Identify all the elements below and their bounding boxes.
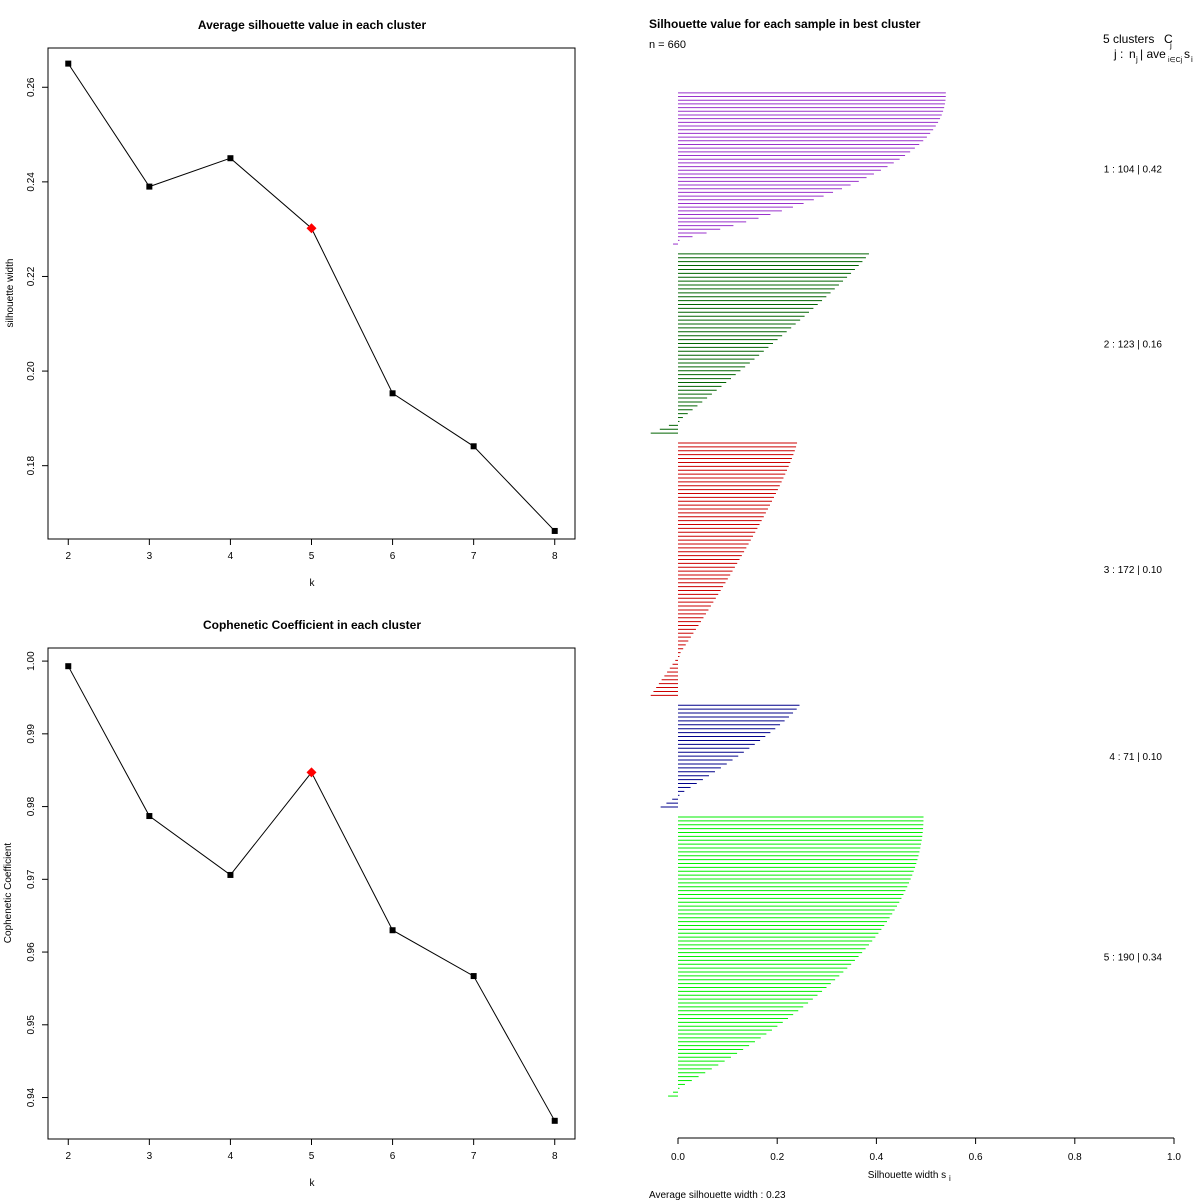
chart1-frame	[47, 47, 576, 540]
chart1-title: Average silhouette value in each cluster	[198, 18, 427, 32]
cophenetic-line-chart: Cophenetic Coefficient in each cluster k…	[3, 618, 576, 1189]
x-tick-label: 4	[228, 1151, 234, 1162]
x-tick-label: 7	[471, 551, 477, 562]
x-tick-label: 0.4	[869, 1152, 883, 1163]
header-n: n	[1129, 47, 1136, 61]
chart1-xlabel: k	[310, 578, 316, 589]
x-tick-label: 5	[309, 1151, 315, 1162]
x-tick-label: 0.8	[1068, 1152, 1082, 1163]
x-tick-label: 8	[552, 551, 558, 562]
y-tick-label: 0.96	[26, 942, 37, 962]
x-tick-label: 2	[65, 551, 71, 562]
x-tick-label: 8	[552, 1151, 558, 1162]
x-tick-label: 5	[309, 551, 315, 562]
header-clusters: 5 clusters	[1103, 32, 1154, 46]
cluster-legend-header: 5 clusters C j j : n j | ave i∈Cj s i	[1103, 32, 1193, 64]
header-s: s	[1184, 47, 1190, 61]
header-cj: C	[1164, 32, 1173, 46]
series-line	[67, 63, 556, 532]
header-ave-sub: i∈Cj	[1168, 57, 1183, 64]
data-point	[146, 813, 153, 820]
sample-count: n = 660	[649, 39, 686, 51]
header-s-sub: i	[1191, 55, 1193, 64]
cluster-4-bars	[660, 704, 800, 808]
header-j: j :	[1113, 47, 1123, 61]
cluster-2-bars	[650, 253, 869, 434]
cluster-1-bars	[673, 92, 946, 245]
header-ave: | ave	[1140, 47, 1166, 61]
y-tick-label: 0.26	[26, 77, 37, 97]
y-tick-label: 0.99	[26, 724, 37, 744]
silhouette-line-chart: Average silhouette value in each cluster…	[5, 18, 576, 589]
y-tick-label: 0.24	[26, 172, 37, 192]
data-point	[389, 927, 396, 934]
y-tick-label: 0.20	[26, 361, 37, 381]
chart3-xlabel: Silhouette width s	[868, 1170, 946, 1181]
x-tick-label: 6	[390, 1151, 396, 1162]
data-point	[389, 390, 396, 397]
x-tick-label: 4	[228, 551, 234, 562]
data-point	[146, 183, 153, 190]
data-point	[470, 973, 477, 980]
data-point	[227, 155, 234, 162]
y-tick-label: 0.98	[26, 796, 37, 816]
best-k-point	[306, 767, 317, 778]
x-tick-label: 1.0	[1167, 1152, 1181, 1163]
series-line	[67, 665, 556, 1122]
chart3-xlabel-sub: i	[949, 1174, 951, 1183]
cluster-5-label: 5 : 190 | 0.34	[1104, 953, 1163, 964]
y-tick-label: 0.97	[26, 869, 37, 889]
data-point	[65, 663, 72, 670]
data-point	[470, 443, 477, 450]
cluster-4-label: 4 : 71 | 0.10	[1109, 752, 1162, 763]
chart2-frame	[47, 647, 576, 1140]
cluster-3-label: 3 : 172 | 0.10	[1104, 565, 1163, 576]
chart2-xlabel: k	[310, 1178, 316, 1189]
header-n-sub: j	[1135, 55, 1138, 64]
cluster-3-bars	[650, 442, 798, 696]
y-tick-label: 0.95	[26, 1015, 37, 1035]
x-tick-label: 0.2	[770, 1152, 784, 1163]
data-point	[227, 871, 234, 878]
x-tick-label: 3	[147, 1151, 153, 1162]
x-tick-label: 3	[147, 551, 153, 562]
data-point	[65, 60, 72, 67]
chart2-ylabel: Cophenetic Coefficient	[3, 843, 14, 944]
x-tick-label: 6	[390, 551, 396, 562]
cluster-1-label: 1 : 104 | 0.42	[1104, 164, 1163, 175]
chart1-ylabel: silhouette width	[5, 259, 16, 328]
chart2-title: Cophenetic Coefficient in each cluster	[203, 618, 421, 632]
x-tick-label: 2	[65, 1151, 71, 1162]
y-tick-label: 0.94	[26, 1087, 37, 1107]
chart3-title: Silhouette value for each sample in best…	[649, 17, 921, 31]
data-point	[551, 527, 558, 534]
silhouette-bar-chart: Silhouette value for each sample in best…	[649, 17, 1193, 1200]
average-silhouette-width: Average silhouette width : 0.23	[649, 1190, 786, 1200]
x-tick-label: 0.0	[671, 1152, 685, 1163]
best-k-point	[306, 223, 317, 234]
x-tick-label: 7	[471, 1151, 477, 1162]
y-tick-label: 0.22	[26, 266, 37, 286]
x-tick-label: 0.6	[969, 1152, 983, 1163]
y-tick-label: 1.00	[26, 651, 37, 671]
data-point	[551, 1117, 558, 1124]
header-cj-sub: j	[1169, 41, 1172, 50]
cluster-2-label: 2 : 123 | 0.16	[1104, 339, 1163, 350]
y-tick-label: 0.18	[26, 456, 37, 476]
cluster-5-bars	[668, 816, 924, 1097]
